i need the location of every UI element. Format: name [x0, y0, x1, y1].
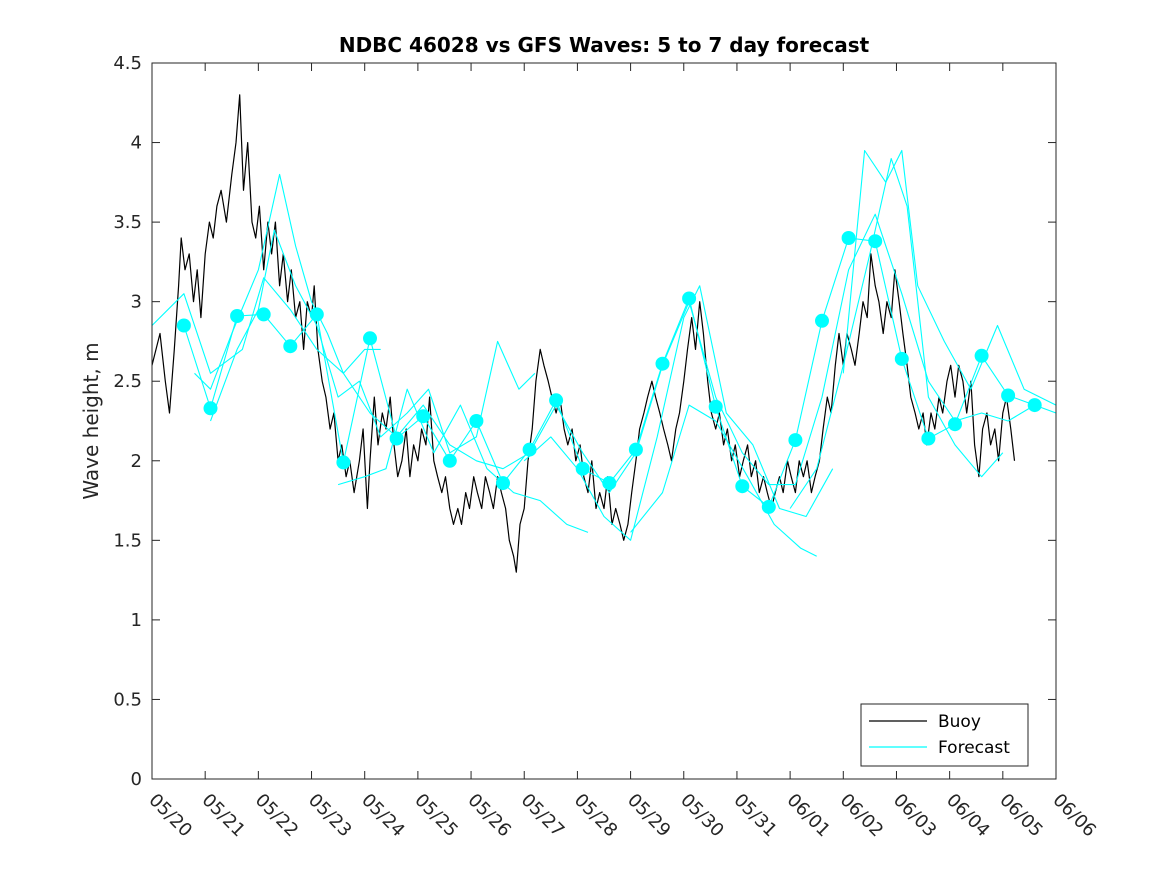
- forecast-point-30: [974, 348, 989, 363]
- forecast-point-24: [815, 313, 829, 328]
- forecast-point-22: [761, 499, 776, 514]
- y-tick-label-1: 0.5: [113, 689, 142, 710]
- forecast-point-27: [894, 351, 909, 366]
- forecast-point-6: [336, 455, 351, 470]
- forecast-series-line-7: [789, 157, 1004, 509]
- forecast-point-28: [921, 431, 936, 446]
- forecast-point-2: [230, 309, 245, 323]
- forecast-point-8: [389, 431, 404, 446]
- plot-series: [151, 94, 1057, 573]
- forecast-series-line-8: [842, 149, 1057, 406]
- forecast-point-5: [309, 307, 324, 322]
- forecast-series-line-3: [209, 229, 536, 454]
- forecast-point-26: [868, 234, 883, 249]
- forecast-point-20: [708, 399, 723, 414]
- y-axis: 0 0.5 1 1.5 2 2.5 3 3.5 4 4.5: [113, 53, 1056, 790]
- forecast-series-line-4: [337, 388, 589, 533]
- legend-label-0: Buoy: [938, 712, 981, 732]
- forecast-point-18: [655, 356, 670, 371]
- forecast-point-19: [682, 291, 697, 306]
- y-tick-label-7: 3.5: [113, 212, 142, 233]
- forecast-point-4: [283, 339, 298, 354]
- y-tick-label-9: 4.5: [113, 53, 142, 74]
- legend: Buoy Forecast: [860, 703, 1029, 767]
- forecast-series-line-2: [194, 173, 381, 390]
- chart-title: NDBC 46028 vs GFS Waves: 5 to 7 day fore…: [339, 33, 870, 57]
- y-tick-label-4: 2: [131, 451, 142, 472]
- forecast-point-32: [1027, 398, 1042, 413]
- y-tick-label-0: 0: [131, 769, 142, 790]
- forecast-point-0: [176, 318, 191, 333]
- y-tick-label-3: 1.5: [113, 530, 142, 551]
- forecast-series-line-6: [630, 404, 817, 557]
- forecast-point-25: [841, 231, 856, 245]
- y-tick-label-6: 3: [131, 292, 142, 313]
- forecast-point-7: [363, 331, 377, 346]
- legend-label-1: Forecast: [938, 738, 1010, 758]
- plot-area-border: [151, 62, 1057, 780]
- plot-frame: [151, 62, 1057, 780]
- forecast-point-11: [469, 414, 484, 428]
- forecast-point-14: [549, 393, 564, 408]
- legend-box: [860, 703, 1029, 767]
- forecast-point-13: [522, 442, 537, 457]
- forecast-point-15: [575, 461, 590, 476]
- forecast-series-line-1: [151, 213, 1057, 494]
- y-tick-label-8: 4: [131, 133, 142, 154]
- y-axis-label: Wave height, m: [79, 342, 103, 499]
- forecast-point-3: [256, 307, 271, 322]
- forecast-point-23: [788, 433, 803, 448]
- forecast-point-1: [203, 401, 218, 416]
- forecast-point-10: [442, 453, 457, 468]
- forecast-point-12: [496, 476, 510, 491]
- forecast-point-21: [735, 479, 750, 494]
- y-tick-label-5: 2.5: [113, 371, 142, 392]
- y-tick-label-2: 1: [131, 610, 142, 631]
- forecast-point-17: [628, 442, 643, 457]
- forecast-point-9: [416, 409, 431, 424]
- forecast-point-16: [602, 476, 617, 491]
- forecast-point-29: [948, 417, 962, 432]
- forecast-point-31: [1001, 388, 1016, 403]
